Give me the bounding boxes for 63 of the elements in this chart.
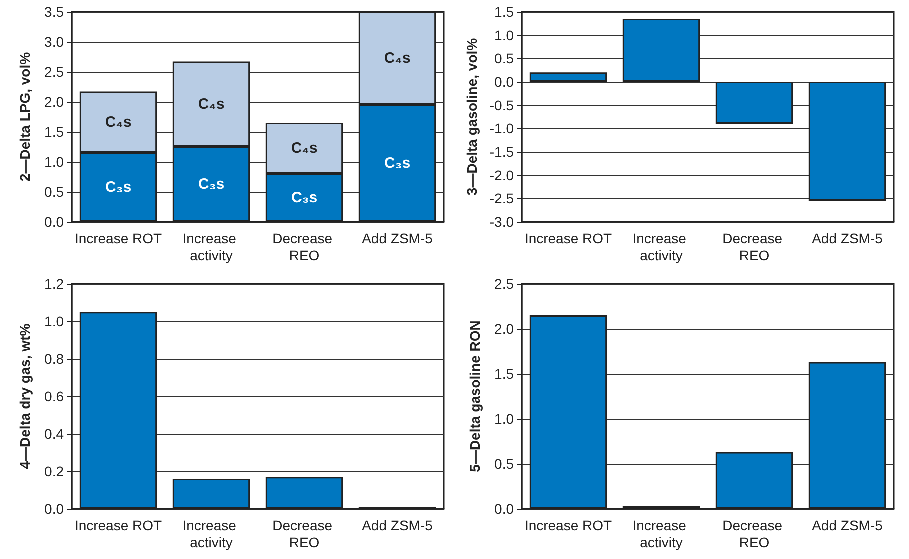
y-tick-label: -3.0 — [490, 214, 514, 230]
text: C₄s — [105, 114, 132, 131]
x-tick-label: Increase activity — [632, 518, 690, 550]
y-tick-label: 0.5 — [494, 456, 514, 472]
x-tick-label: Add ZSM-5 — [812, 230, 884, 246]
y-tick-label: 1.5 — [494, 4, 514, 20]
text: C₃s — [105, 179, 132, 196]
y-axis-title: 3—Delta gasoline, vol% — [464, 38, 480, 196]
y-tick-label: 2.5 — [44, 64, 64, 80]
y-tick-label: 0.5 — [494, 50, 514, 67]
y-tick-label: 2.0 — [494, 321, 514, 337]
series-label: C₄s — [291, 140, 318, 157]
y-tick-label: 1.0 — [494, 27, 514, 44]
y-tick-label: 0.6 — [44, 388, 64, 404]
x-tick-label: Increase ROT — [74, 518, 163, 534]
x-tick-label: Increase activity — [182, 230, 240, 264]
text: C₃s — [384, 155, 411, 172]
y-axis-title: 2—Delta LPG, vol% — [17, 52, 33, 182]
bar — [808, 82, 886, 201]
x-tick-label: Decrease REO — [722, 518, 786, 550]
y-tick-label: 0.2 — [44, 464, 64, 480]
y-tick-label: 2.0 — [44, 94, 64, 110]
x-tick-label: Decrease REO — [722, 230, 786, 264]
x-tick-label: Increase activity — [182, 518, 240, 550]
y-tick-label: -2.0 — [490, 167, 514, 184]
y-tick-label: 0.0 — [44, 214, 64, 230]
y-tick-label: 1.5 — [494, 366, 514, 382]
y-tick-label: 0.0 — [494, 74, 514, 90]
series-label: C₃s — [291, 190, 318, 206]
y-tick-label: -1.5 — [490, 144, 514, 160]
bar — [716, 82, 794, 124]
y-axis-title: 5—Delta gasoline RON — [467, 320, 483, 472]
y-tick-label: 0.5 — [44, 184, 64, 200]
x-tick-label: Add ZSM-5 — [362, 230, 434, 246]
x-tick-label: Add ZSM-5 — [812, 518, 884, 534]
y-tick-label: 0.0 — [44, 501, 64, 517]
y-tick-label: -2.5 — [490, 190, 514, 207]
text: C₄s — [384, 50, 411, 67]
y-tick-label: -1.0 — [490, 120, 514, 137]
text: C₄s — [198, 96, 225, 113]
x-tick-label: Add ZSM-5 — [362, 518, 434, 534]
y-tick-label: 1.5 — [44, 124, 64, 140]
x-tick-label: Decrease REO — [272, 230, 336, 264]
y-tick-label: 1.0 — [44, 154, 64, 170]
y-tick-label: 3.5 — [44, 4, 64, 20]
y-tick-label: 1.0 — [494, 411, 514, 427]
bar — [622, 19, 700, 82]
text: C₃s — [198, 176, 225, 193]
y-tick-label: 0.8 — [44, 351, 64, 367]
y-tick-label: 2.5 — [494, 276, 514, 292]
y-tick-label: 1.2 — [44, 276, 64, 292]
y-tick-label: 1.0 — [44, 314, 64, 330]
y-axis-title: 4—Delta dry gas, wt% — [17, 323, 33, 470]
x-tick-label: Increase ROT — [74, 230, 163, 246]
y-tick-label: 3.0 — [44, 34, 64, 50]
bar — [530, 72, 608, 82]
y-tick-label: 0.0 — [494, 501, 514, 517]
x-tick-label: Decrease REO — [272, 518, 336, 550]
x-tick-label: Increase activity — [632, 230, 690, 264]
x-tick-label: Increase ROT — [524, 230, 613, 246]
y-tick-label: -0.5 — [490, 97, 514, 114]
y-tick-label: 0.4 — [44, 426, 64, 442]
x-tick-label: Increase ROT — [524, 518, 613, 534]
